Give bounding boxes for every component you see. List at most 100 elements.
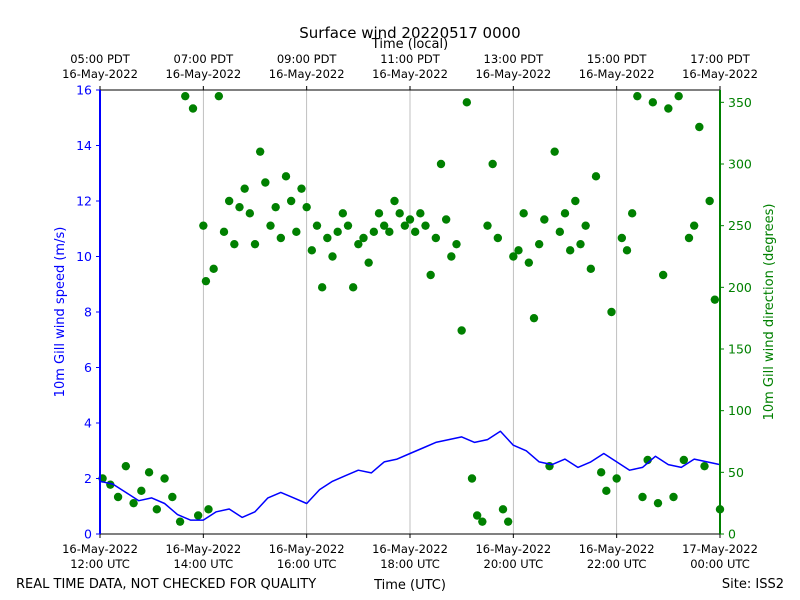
x-tick-time: 18:00 UTC <box>380 557 440 571</box>
direction-point <box>710 295 720 304</box>
right-axis-label: 10m Gill wind direction (degrees) <box>762 204 777 421</box>
direction-point <box>452 239 461 249</box>
direction-point <box>565 246 575 255</box>
direction-point <box>214 91 224 101</box>
direction-point <box>416 209 425 218</box>
direction-point <box>333 227 342 237</box>
vertical-grid <box>202 90 618 534</box>
direction-point <box>328 252 337 261</box>
direction-point <box>137 486 146 496</box>
direction-point <box>447 252 456 261</box>
direction-point <box>426 270 435 280</box>
chart-title: Surface wind 20220517 0000 <box>299 24 520 42</box>
direction-point <box>478 517 487 526</box>
direction-point <box>638 492 647 502</box>
direction-point <box>700 461 709 471</box>
direction-point <box>240 184 249 193</box>
direction-point <box>617 233 627 243</box>
direction-point <box>193 511 203 520</box>
left-tick-label: 2 <box>84 471 92 486</box>
x-tick-date: 16-May-2022 <box>475 542 551 556</box>
top-tick-date: 16-May-2022 <box>165 67 241 81</box>
x-tick-time: 12:00 UTC <box>70 557 130 571</box>
direction-point <box>664 104 673 113</box>
right-tick-label: 300 <box>728 157 752 172</box>
right-tick-label: 250 <box>728 218 752 233</box>
top-tick-date: 16-May-2022 <box>269 67 345 81</box>
direction-point <box>385 227 394 237</box>
direction-point <box>503 517 513 526</box>
direction-point <box>431 233 441 243</box>
top-tick-date: 16-May-2022 <box>475 67 551 81</box>
left-tick-label: 8 <box>84 305 92 320</box>
direction-point <box>529 313 539 323</box>
direction-point <box>400 221 410 230</box>
direction-point <box>307 246 317 255</box>
direction-point <box>534 239 544 249</box>
direction-point <box>612 474 621 483</box>
left-axis-label: 10m Gill wind speed (m/s) <box>53 227 68 398</box>
direction-point <box>472 511 482 520</box>
direction-point <box>591 172 601 181</box>
x-tick-time: 00:00 UTC <box>690 557 750 571</box>
direction-point <box>168 492 177 502</box>
direction-point <box>648 98 658 107</box>
direction-point <box>152 505 162 514</box>
direction-point <box>669 492 678 502</box>
top-tick-time: 11:00 PDT <box>380 52 441 66</box>
right-tick-label: 200 <box>728 280 752 295</box>
direction-point <box>622 246 632 255</box>
direction-point <box>271 202 280 212</box>
top-tick-date: 16-May-2022 <box>372 67 448 81</box>
direction-point <box>689 221 699 230</box>
x-tick-date: 17-May-2022 <box>682 542 758 556</box>
direction-point <box>359 233 368 243</box>
direction-point <box>679 455 689 465</box>
direction-point <box>255 147 265 156</box>
direction-point <box>292 227 301 237</box>
direction-point <box>276 233 286 243</box>
direction-point <box>245 209 255 218</box>
direction-point <box>338 209 348 218</box>
direction-point <box>364 258 373 267</box>
top-tick-date: 16-May-2022 <box>62 67 138 81</box>
direction-point <box>297 184 306 193</box>
direction-point <box>705 196 714 206</box>
direction-point <box>633 91 642 101</box>
direction-point <box>581 221 590 230</box>
direction-point <box>235 202 244 212</box>
top-tick-time: 05:00 PDT <box>70 52 131 66</box>
direction-point <box>405 215 415 224</box>
x-tick-time: 14:00 UTC <box>174 557 234 571</box>
x-tick-time: 22:00 UTC <box>587 557 647 571</box>
direction-point <box>457 326 466 335</box>
direction-point <box>160 474 169 483</box>
direction-point <box>390 196 399 206</box>
direction-point <box>201 276 211 286</box>
top-tick-time: 09:00 PDT <box>277 52 338 66</box>
x-tick-date: 16-May-2022 <box>372 542 448 556</box>
left-tick-label: 6 <box>84 360 92 375</box>
left-tick-label: 10 <box>76 249 92 264</box>
direction-point <box>323 233 332 243</box>
direction-point <box>462 98 472 107</box>
direction-point <box>674 91 683 101</box>
direction-point <box>230 239 239 249</box>
direction-point <box>261 178 270 187</box>
x-axis-label: Time (UTC) <box>373 578 446 593</box>
direction-point <box>348 283 358 292</box>
direction-point <box>498 505 508 514</box>
x-tick-time: 16:00 UTC <box>277 557 337 571</box>
top-tick-date: 16-May-2022 <box>682 67 758 81</box>
direction-point <box>421 221 430 230</box>
wind-speed-series <box>99 430 721 521</box>
direction-point <box>560 209 570 218</box>
right-tick-label: 0 <box>728 527 736 542</box>
direction-point <box>343 221 353 230</box>
right-tick-label: 350 <box>728 95 752 110</box>
speed-line <box>99 430 721 521</box>
top-tick-time: 17:00 PDT <box>690 52 751 66</box>
right-tick-label: 100 <box>728 403 752 418</box>
direction-point <box>509 252 518 261</box>
